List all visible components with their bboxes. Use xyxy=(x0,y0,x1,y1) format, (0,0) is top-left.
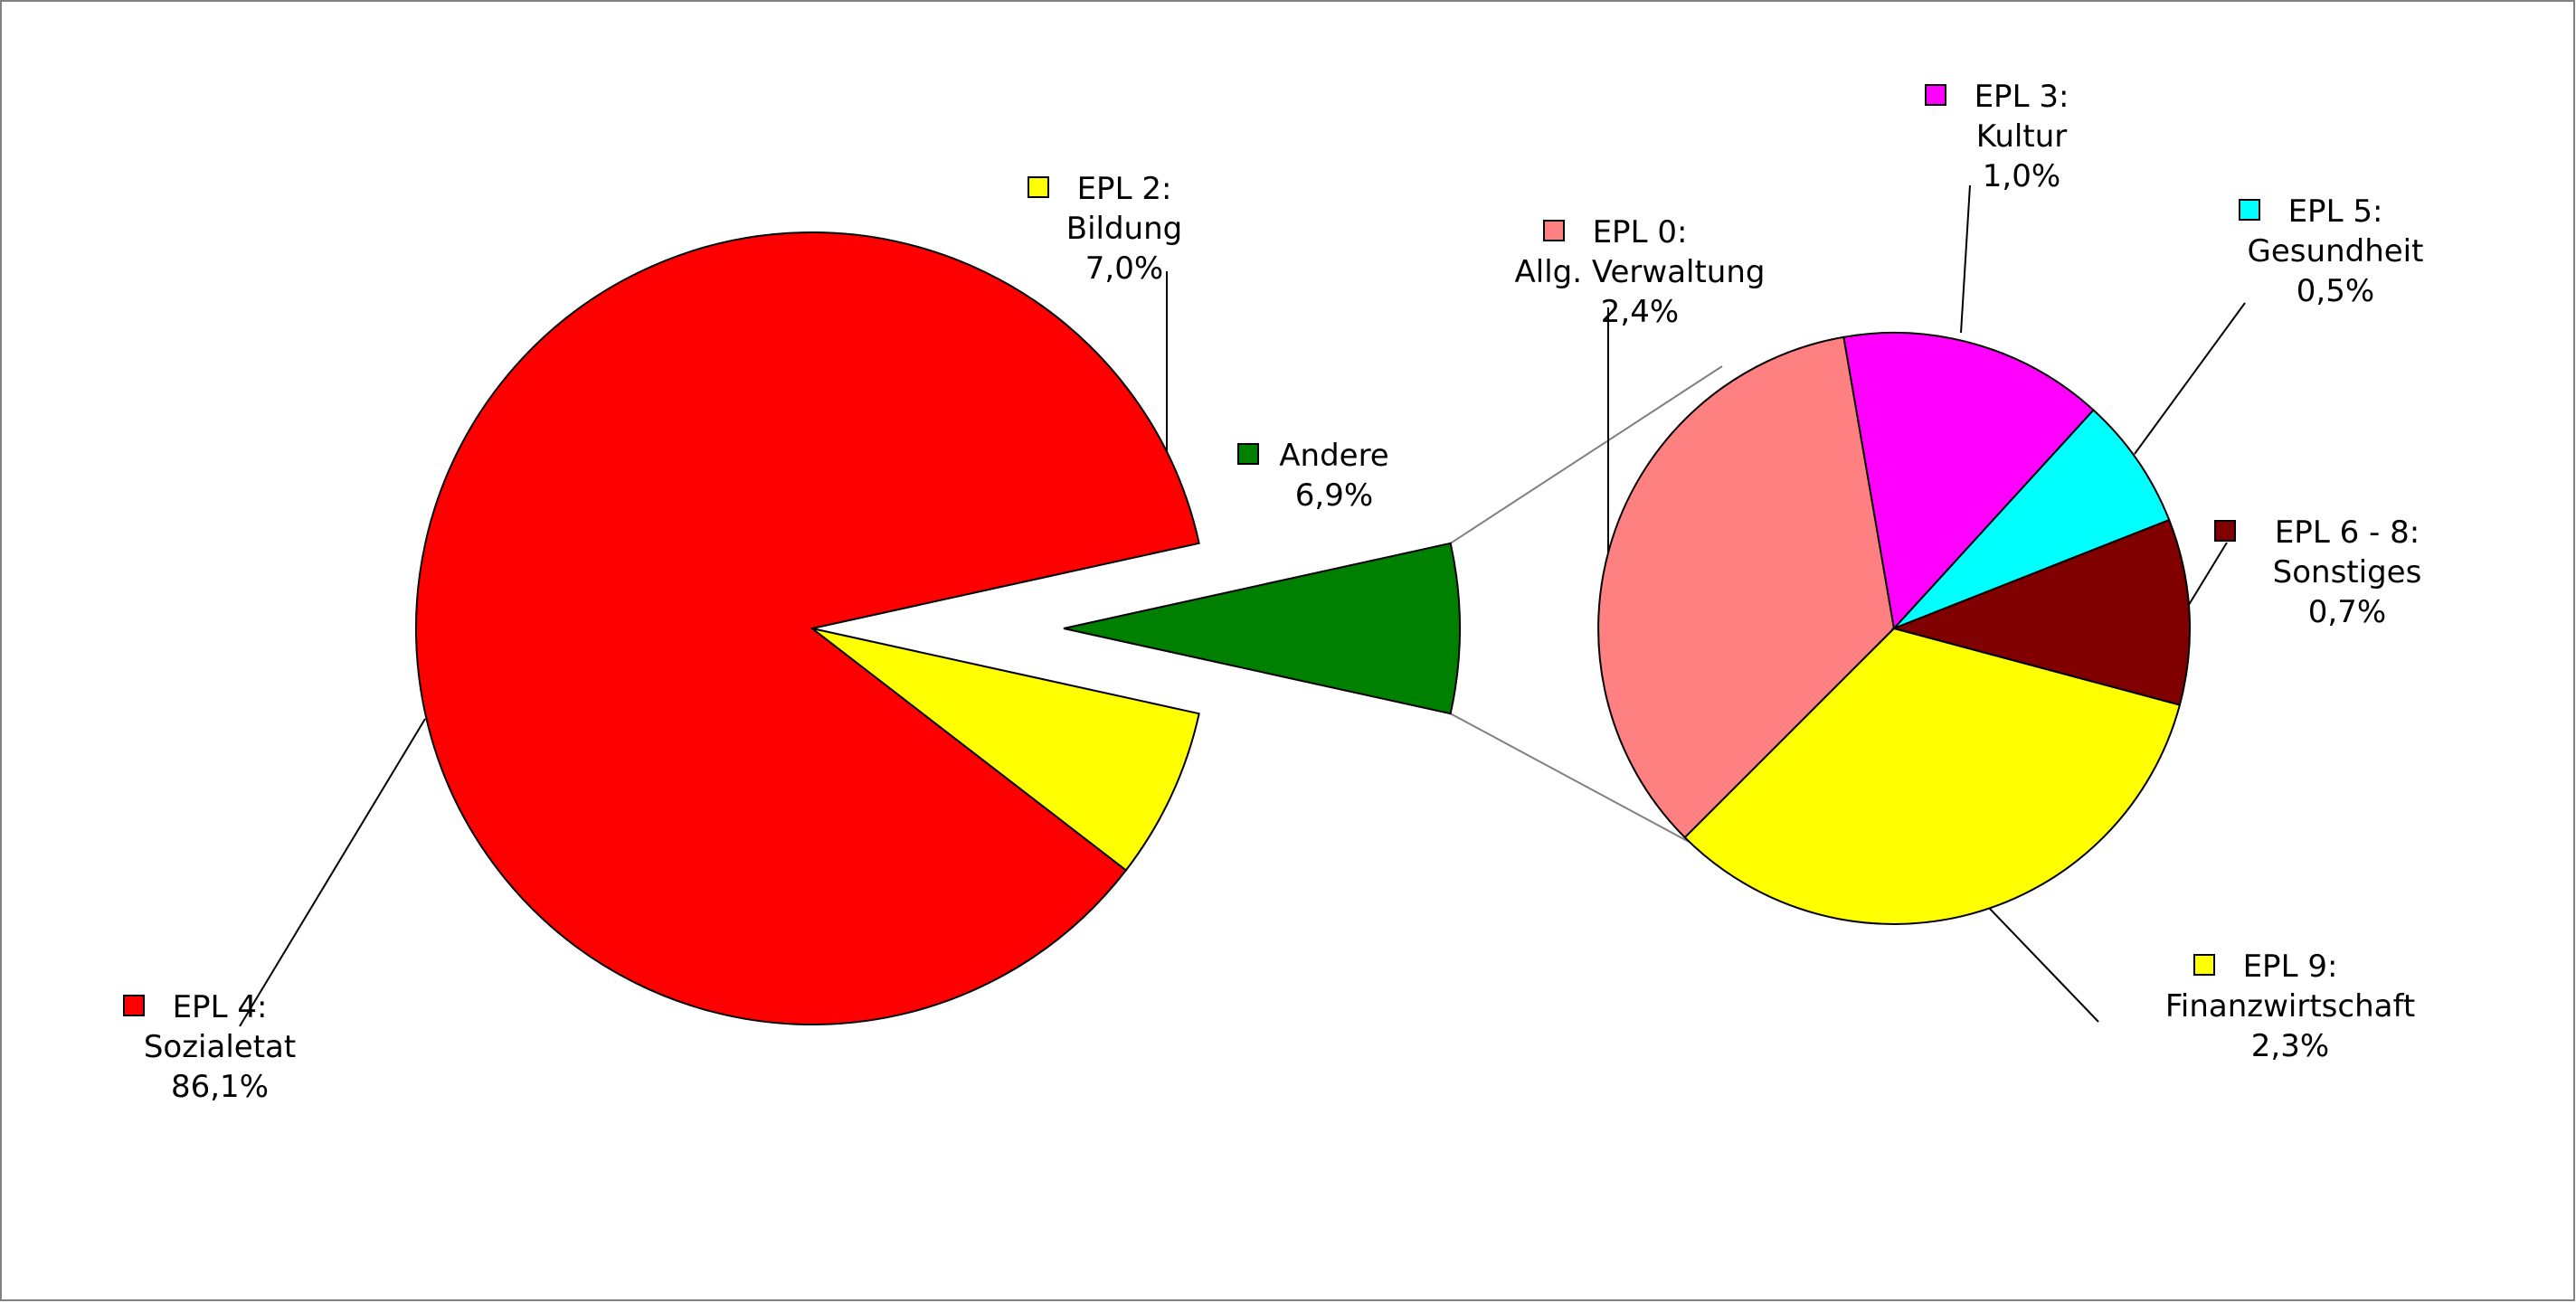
secondary-kultur-label-value: 1,0% xyxy=(1983,158,2060,194)
primary-bildung-label-subname: Bildung xyxy=(1066,211,1182,247)
primary-andere-label-value: 6,9% xyxy=(1295,477,1373,514)
secondary-finanzwirtschaft-leader-line xyxy=(1989,908,2099,1023)
primary-slice-bildung xyxy=(811,628,1200,872)
secondary-finanzwirtschaft-label-value: 2,3% xyxy=(2251,1028,2329,1064)
primary-bildung-label-name: EPL 2: xyxy=(1077,171,1172,207)
secondary-gesundheit-label-name: EPL 5: xyxy=(2288,194,2383,230)
secondary-sonstiges-leader-line xyxy=(2186,542,2228,609)
secondary-kultur-legend-key xyxy=(1925,84,1946,106)
secondary-gesundheit-legend-key xyxy=(2239,199,2260,221)
secondary-finanzwirtschaft-legend-key xyxy=(2193,954,2215,976)
secondary-gesundheit-leader-line xyxy=(2134,302,2246,455)
secondary-slice-sonstiges xyxy=(1890,518,2192,706)
secondary-allg-verwaltung-label-value: 2,4% xyxy=(1601,294,1679,330)
secondary-slice-finanzwirtschaft xyxy=(1683,627,2182,925)
primary-slice-andere xyxy=(1063,542,1461,715)
secondary-sonstiges-label-name: EPL 6 - 8: xyxy=(2275,515,2420,551)
secondary-gesundheit-label-value: 0,5% xyxy=(2297,273,2374,309)
secondary-gesundheit-label-subname: Gesundheit xyxy=(2248,233,2424,269)
primary-sozialetat-label-name: EPL 4: xyxy=(173,989,268,1025)
secondary-kultur-label-name: EPL 3: xyxy=(1975,79,2069,115)
primary-sozialetat-label-subname: Sozialetat xyxy=(144,1029,296,1065)
secondary-slice-allg-verwaltung xyxy=(1597,335,1896,839)
primary-sozialetat-label-value: 86,1% xyxy=(171,1069,269,1105)
connector-line-top xyxy=(1450,365,1723,544)
primary-bildung-label-value: 7,0% xyxy=(1085,250,1163,287)
secondary-sonstiges-label-value: 0,7% xyxy=(2308,594,2386,630)
connector-line-bottom xyxy=(1450,713,1705,851)
secondary-slice-gesundheit xyxy=(1893,409,2171,629)
primary-slice-sozialetat xyxy=(415,231,1200,1026)
secondary-kultur-label-subname: Kultur xyxy=(1976,118,2067,155)
secondary-sonstiges-label-subname: Sonstiges xyxy=(2273,554,2422,590)
primary-sozialetat-legend-key xyxy=(123,995,145,1016)
primary-sozialetat-leader-line xyxy=(239,718,426,1027)
secondary-allg-verwaltung-label-name: EPL 0: xyxy=(1593,214,1688,250)
secondary-allg-verwaltung-legend-key xyxy=(1543,220,1565,241)
secondary-finanzwirtschaft-label-subname: Finanzwirtschaft xyxy=(2165,988,2415,1024)
primary-andere-label-name: Andere xyxy=(1279,438,1388,474)
secondary-sonstiges-legend-key xyxy=(2214,520,2236,542)
secondary-kultur-leader-line xyxy=(1960,184,1971,334)
primary-andere-legend-key xyxy=(1237,443,1259,465)
primary-bildung-legend-key xyxy=(1028,176,1049,198)
secondary-allg-verwaltung-label-subname: Allg. Verwaltung xyxy=(1515,254,1766,290)
secondary-slice-kultur xyxy=(1842,332,2095,631)
secondary-finanzwirtschaft-label-name: EPL 9: xyxy=(2243,949,2338,985)
